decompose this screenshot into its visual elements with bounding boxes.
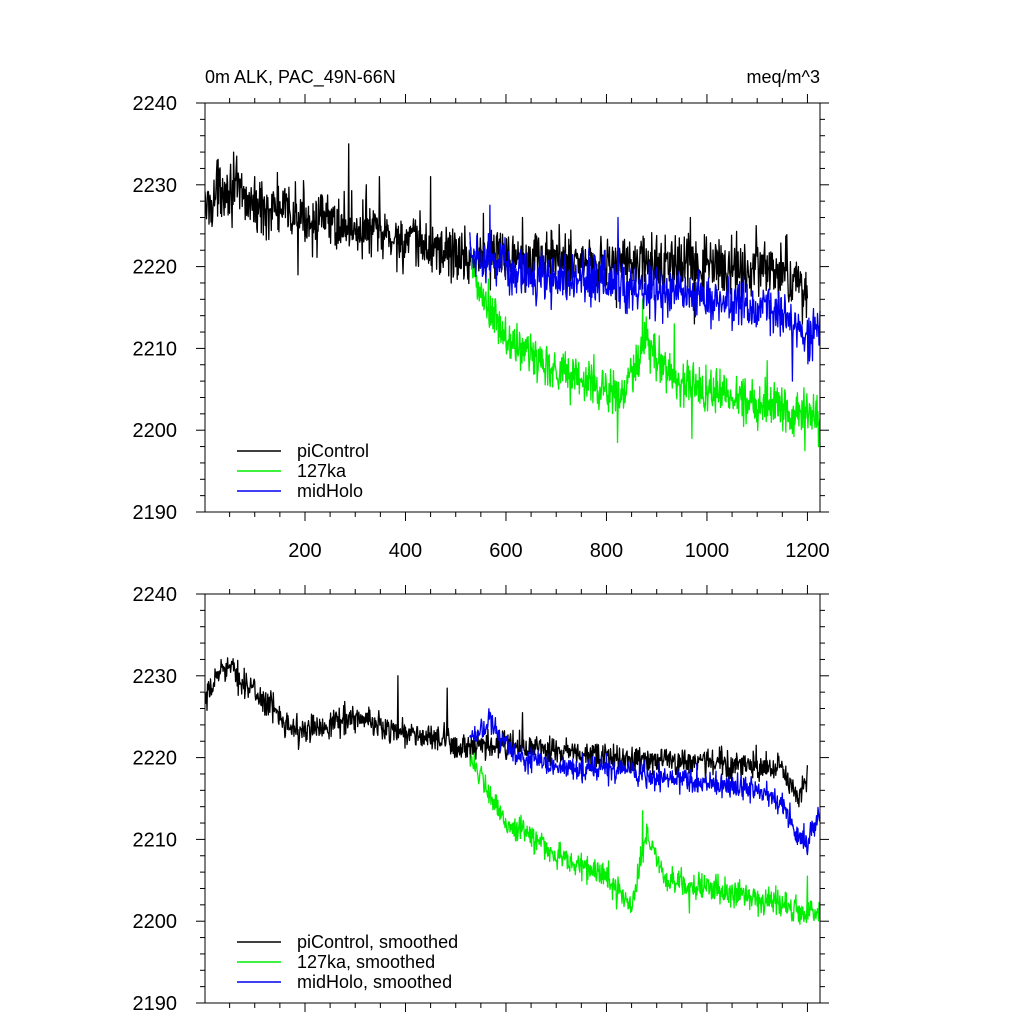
legend-label: piControl: [297, 441, 369, 461]
top-panel: 2190 2200 2210 2220 2230 2240 200 400 600 800 1000…: [133, 67, 830, 562]
series-line-picontrol-smoothed: [204, 657, 809, 808]
bottom-panel: 2190 2200 2210 2220 2230 2240 piControl, smoot…: [133, 584, 829, 1015]
y-tick-label: 2190: [133, 502, 178, 524]
chart-title: 0m ALK, PAC_49N-66N: [205, 67, 396, 88]
x-tick-label: 800: [590, 540, 623, 562]
y-tick-label: 2210: [133, 829, 178, 851]
series-line-midholo-smoothed: [469, 708, 821, 856]
y-tick-label: 2220: [133, 748, 178, 770]
x-tick-label: 600: [489, 540, 522, 562]
x-tick-label: 200: [288, 540, 321, 562]
series-line-picontrol: [204, 143, 809, 325]
units-label: meq/m^3: [747, 67, 820, 87]
y-tick-label: 2200: [133, 420, 178, 442]
y-tick-label: 2190: [133, 993, 178, 1015]
y-tick-label: 2240: [133, 93, 178, 115]
y-tick-label: 2210: [133, 338, 178, 360]
plot-frame: [204, 593, 821, 1004]
legend-label: midHolo: [297, 481, 363, 501]
y-tick-label: 2230: [133, 666, 178, 688]
legend-label: 127ka: [297, 461, 347, 481]
y-tick-label: 2220: [133, 257, 178, 279]
y-tick-label: 2240: [133, 584, 178, 606]
x-tick-label: 1000: [685, 540, 730, 562]
legend-label: midHolo, smoothed: [297, 972, 452, 992]
series-line-midholo: [469, 204, 821, 382]
legend-label: piControl, smoothed: [297, 932, 458, 952]
x-tick-label: 1200: [785, 540, 830, 562]
x-tick-label: 400: [389, 540, 422, 562]
series-line-127ka-smoothed: [469, 752, 821, 925]
y-tick-label: 2230: [133, 175, 178, 197]
series-line-127ka: [469, 241, 821, 452]
y-tick-label: 2200: [133, 911, 178, 933]
legend-label: 127ka, smoothed: [297, 952, 435, 972]
plot-frame: [204, 102, 821, 513]
